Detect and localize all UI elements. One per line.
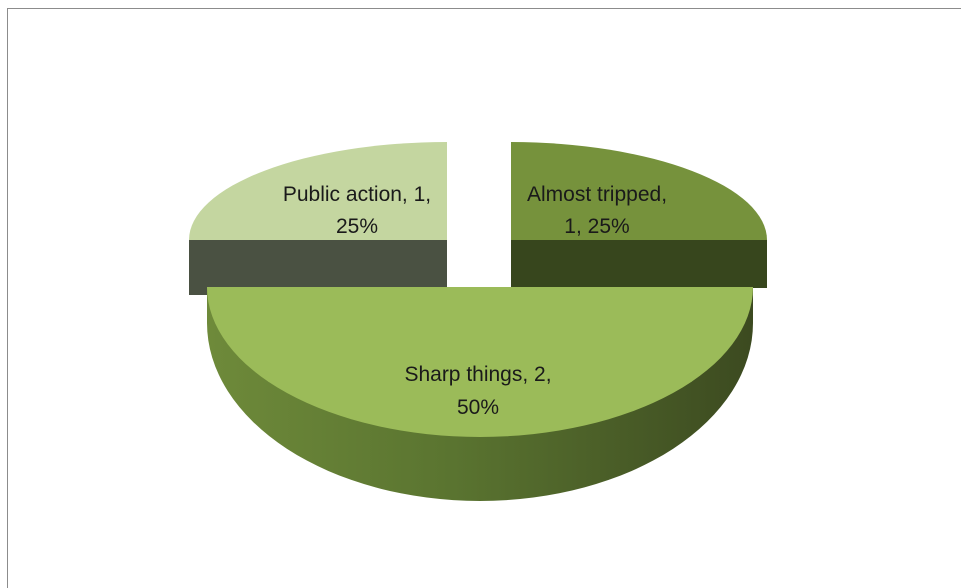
label-sharp-things-line2: 50%	[457, 396, 499, 419]
slice-public-action-side	[189, 240, 447, 295]
label-public-action-line1: Public action, 1,	[283, 183, 431, 206]
label-almost-tripped-line1: Almost tripped,	[527, 183, 667, 206]
slice-almost-tripped-side	[511, 240, 767, 288]
label-almost-tripped-line2: 1, 25%	[564, 215, 629, 238]
slice-almost-tripped	[511, 142, 767, 288]
label-sharp-things-line1: Sharp things, 2,	[404, 363, 551, 386]
chart-area	[7, 8, 961, 588]
slice-sharp-things-top	[207, 287, 753, 437]
slice-public-action-top	[189, 142, 447, 240]
slice-almost-tripped-top	[511, 142, 767, 240]
label-public-action-line2: 25%	[336, 215, 378, 238]
slice-sharp-things	[207, 287, 753, 501]
slice-public-action	[189, 142, 447, 295]
